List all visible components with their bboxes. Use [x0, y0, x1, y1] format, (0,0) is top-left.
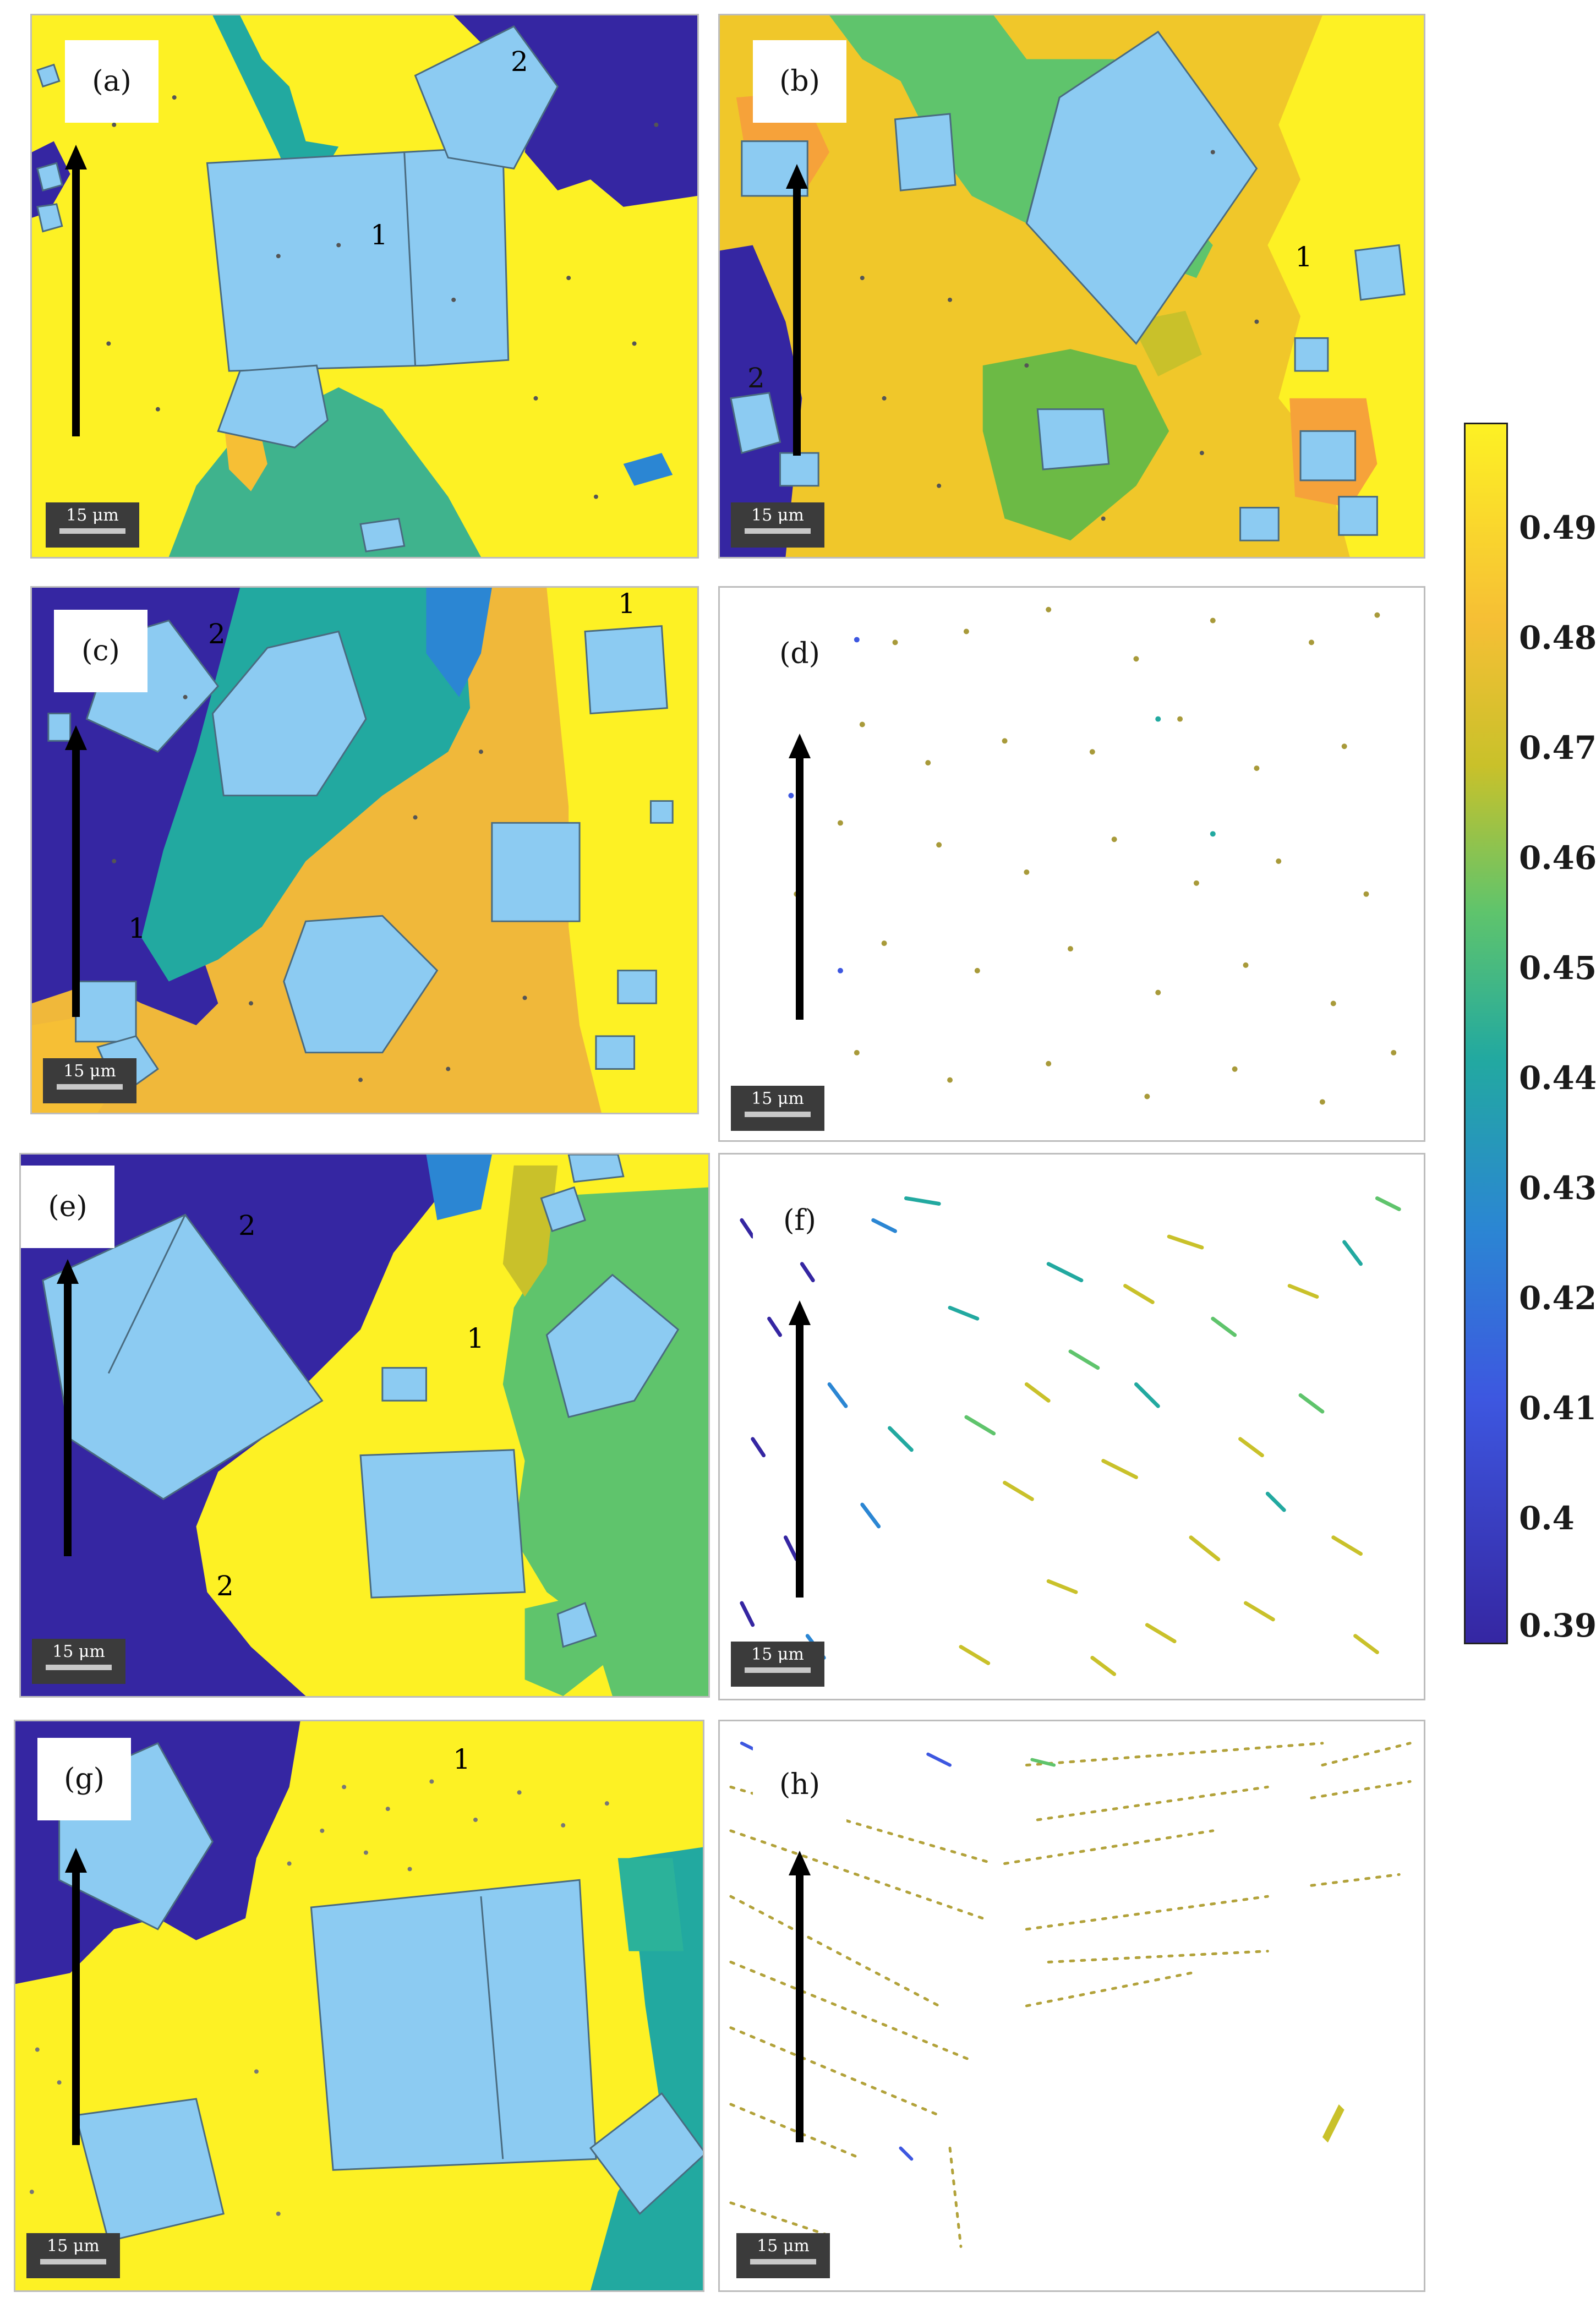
colorbar-tick: 0.43 [1519, 1169, 1596, 1207]
scale-bar-line [40, 2259, 106, 2264]
panel-label: (d) [753, 612, 846, 695]
cube-1 [359, 1449, 526, 1599]
colorbar-tick: 0.45 [1519, 949, 1596, 987]
scale-bar: 15 μm [731, 1086, 824, 1131]
grain-map-c [32, 588, 697, 1113]
panel-label: (a) [65, 40, 158, 123]
grain-number: 2 [208, 618, 226, 650]
scale-bar-line [750, 2259, 816, 2264]
grain-map-g [15, 1721, 703, 2290]
grain-number: 2 [747, 362, 765, 394]
grain-number: 2 [238, 1210, 256, 1241]
panel-label: (e) [21, 1166, 114, 1248]
scale-bar-label: 15 μm [66, 506, 119, 525]
scale-bar: 15 μm [731, 1642, 824, 1687]
scale-bar-label: 15 μm [751, 1089, 804, 1108]
grain-map-b [720, 15, 1424, 557]
colorbar-tick: 0.48 [1519, 619, 1596, 657]
panel-e: (e) 1 2 2 15 μm [19, 1153, 710, 1698]
scale-bar-line [57, 1084, 123, 1090]
scale-bar: 15 μm [32, 1639, 125, 1684]
grain-number: 1 [370, 219, 388, 251]
colorbar-tick: 0.41 [1519, 1390, 1596, 1427]
scale-bar-label: 15 μm [757, 2236, 810, 2256]
particle-map-d [788, 606, 1397, 1105]
grain-number: 1 [618, 588, 636, 620]
scale-bar-line [46, 1665, 112, 1670]
grain-number: 1 [1295, 241, 1313, 273]
scale-bar-label: 15 μm [47, 2236, 100, 2256]
cube-large-g [310, 1879, 597, 2171]
direction-arrow [789, 734, 811, 1020]
scale-bar: 15 μm [736, 2233, 830, 2278]
panel-a: (a) 1 2 15 μm [30, 14, 699, 559]
direction-arrow [789, 1851, 811, 2142]
colorbar-tick: 0.49 [1519, 509, 1596, 546]
cube-small-a [217, 364, 329, 448]
scale-bar-label: 15 μm [63, 1062, 116, 1081]
direction-arrow [57, 1259, 79, 1556]
scale-bar-label: 15 μm [751, 506, 804, 525]
grain-map-e [21, 1155, 708, 1696]
grain-number: 2 [216, 1570, 234, 1602]
scale-bar-label: 15 μm [52, 1642, 105, 1661]
colorbar-tick: 0.42 [1519, 1279, 1596, 1317]
panel-d: (d) 15 μm [718, 586, 1425, 1142]
cube-2 [414, 25, 559, 169]
scale-bar-line [745, 1667, 811, 1673]
grain-number: 1 [467, 1322, 484, 1354]
panel-label: (b) [753, 40, 846, 123]
scale-bar: 15 μm [731, 502, 824, 548]
scale-bar: 15 μm [46, 502, 139, 548]
cube-large-c [211, 630, 367, 797]
panel-label: (h) [753, 1743, 846, 1826]
scale-bar: 15 μm [43, 1058, 136, 1103]
scale-bar-line [745, 528, 811, 534]
panel-label: (c) [54, 610, 147, 692]
colorbar-tick: 0.39 [1519, 1607, 1596, 1644]
colorbar-tick: 0.44 [1519, 1059, 1596, 1097]
direction-arrow [786, 164, 808, 456]
direction-arrow [65, 1848, 87, 2145]
scale-bar: 15 μm [26, 2233, 120, 2278]
colorbar [1464, 423, 1508, 1644]
grain-map-a [32, 15, 697, 557]
panel-label: (g) [37, 1738, 131, 1820]
scale-bar-label: 15 μm [751, 1645, 804, 1664]
panel-c: (c) 1 2 1 15 μm [30, 586, 699, 1114]
scale-bar-line [745, 1112, 811, 1117]
direction-arrow [65, 725, 87, 1017]
panel-f: (f) 15 μm [718, 1153, 1425, 1700]
direction-arrow [789, 1300, 811, 1598]
colorbar-tick: 0.4 [1519, 1500, 1575, 1537]
panel-label: (f) [753, 1179, 846, 1262]
direction-arrow [65, 145, 87, 436]
panel-b: (b) 1 2 15 μm [718, 14, 1425, 559]
panel-h: (h) 15 μm [718, 1720, 1425, 2292]
colorbar-tick: 0.46 [1519, 839, 1596, 877]
scale-bar-line [59, 528, 125, 534]
grain-number: 2 [511, 46, 528, 78]
colorbar-tick: 0.47 [1519, 729, 1596, 767]
grain-number: 1 [128, 912, 146, 944]
panel-g: (g) 1 15 μm [14, 1720, 704, 2292]
cube-1-front [206, 145, 510, 372]
grain-number: 1 [453, 1743, 471, 1775]
